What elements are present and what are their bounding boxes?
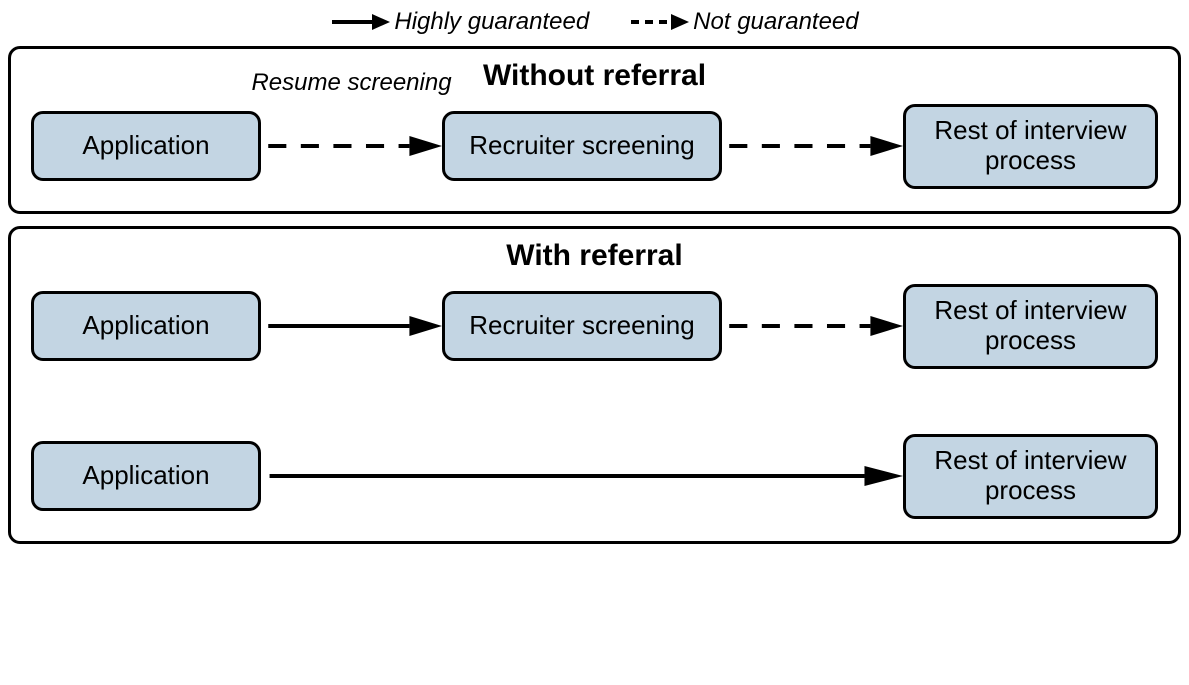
arrow-solid-icon bbox=[330, 12, 390, 32]
node-rest-of-interview: Rest of interview process bbox=[903, 434, 1158, 519]
legend-dashed: Not guaranteed bbox=[629, 8, 858, 36]
legend: Highly guaranteed Not guaranteed bbox=[8, 8, 1181, 36]
arrow bbox=[722, 306, 903, 346]
legend-solid-label: Highly guaranteed bbox=[394, 8, 589, 36]
node-application: Application bbox=[31, 441, 261, 511]
arrow bbox=[261, 306, 442, 346]
arrow-label: Resume screening bbox=[251, 70, 451, 96]
legend-dashed-label: Not guaranteed bbox=[693, 8, 858, 36]
panel-title: Without referral bbox=[31, 59, 1158, 93]
arrow: Resume screening bbox=[261, 126, 442, 166]
node-recruiter-screening: Recruiter screening bbox=[442, 291, 722, 361]
panel-with-referral: With referral Application Recruiter scre… bbox=[8, 226, 1181, 544]
panel-without-referral: Without referral Application Resume scre… bbox=[8, 46, 1181, 214]
flow-row: Application Rest of interview process bbox=[31, 431, 1158, 521]
arrow-long bbox=[261, 456, 903, 496]
node-rest-of-interview: Rest of interview process bbox=[903, 104, 1158, 189]
arrow-dashed-icon bbox=[629, 12, 689, 32]
legend-solid: Highly guaranteed bbox=[330, 8, 589, 36]
node-application: Application bbox=[31, 291, 261, 361]
node-recruiter-screening: Recruiter screening bbox=[442, 111, 722, 181]
node-application: Application bbox=[31, 111, 261, 181]
panel-title: With referral bbox=[31, 239, 1158, 273]
arrow bbox=[722, 126, 903, 166]
flow-row: Application Recruiter screening Rest of … bbox=[31, 281, 1158, 371]
flow-row: Application Resume screening Recruiter s… bbox=[31, 101, 1158, 191]
node-rest-of-interview: Rest of interview process bbox=[903, 284, 1158, 369]
